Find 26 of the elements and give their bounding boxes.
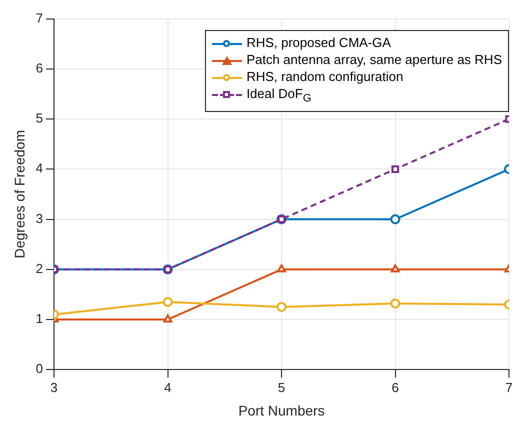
point xyxy=(390,264,400,272)
point xyxy=(391,165,400,173)
legend-label: RHS, proposed CMA-GA xyxy=(246,35,391,50)
point xyxy=(277,264,286,272)
legend-label: Patch antenna array, same aperture as RHS xyxy=(246,52,502,67)
x-tick-label: 3 xyxy=(50,380,58,395)
y-tick-label: 4 xyxy=(36,160,44,176)
y-tick-label: 0 xyxy=(36,361,44,376)
point xyxy=(163,314,172,322)
x-tick-label: 6 xyxy=(392,380,399,395)
y-tick-label: 6 xyxy=(36,60,44,76)
legend-label: Ideal DoF$_{G}$ xyxy=(246,86,312,105)
x-tick-label: 4 xyxy=(164,380,172,395)
y-tick-label: 1 xyxy=(36,311,44,326)
y-axis-title: Degrees of Freedom xyxy=(11,130,28,258)
legend-label: RHS, random configuration xyxy=(246,69,404,84)
x-axis-title: Port Numbers xyxy=(238,402,325,418)
y-tick-label: 5 xyxy=(36,110,44,126)
y-tick-label: 7 xyxy=(36,10,44,26)
point xyxy=(276,302,287,312)
point xyxy=(162,296,173,307)
x-tick-label: 7 xyxy=(505,380,513,395)
y-tick-label: 2 xyxy=(36,260,44,276)
x-tick-label: 5 xyxy=(278,380,286,395)
y-tick-label: 3 xyxy=(36,210,44,226)
point xyxy=(390,298,400,308)
